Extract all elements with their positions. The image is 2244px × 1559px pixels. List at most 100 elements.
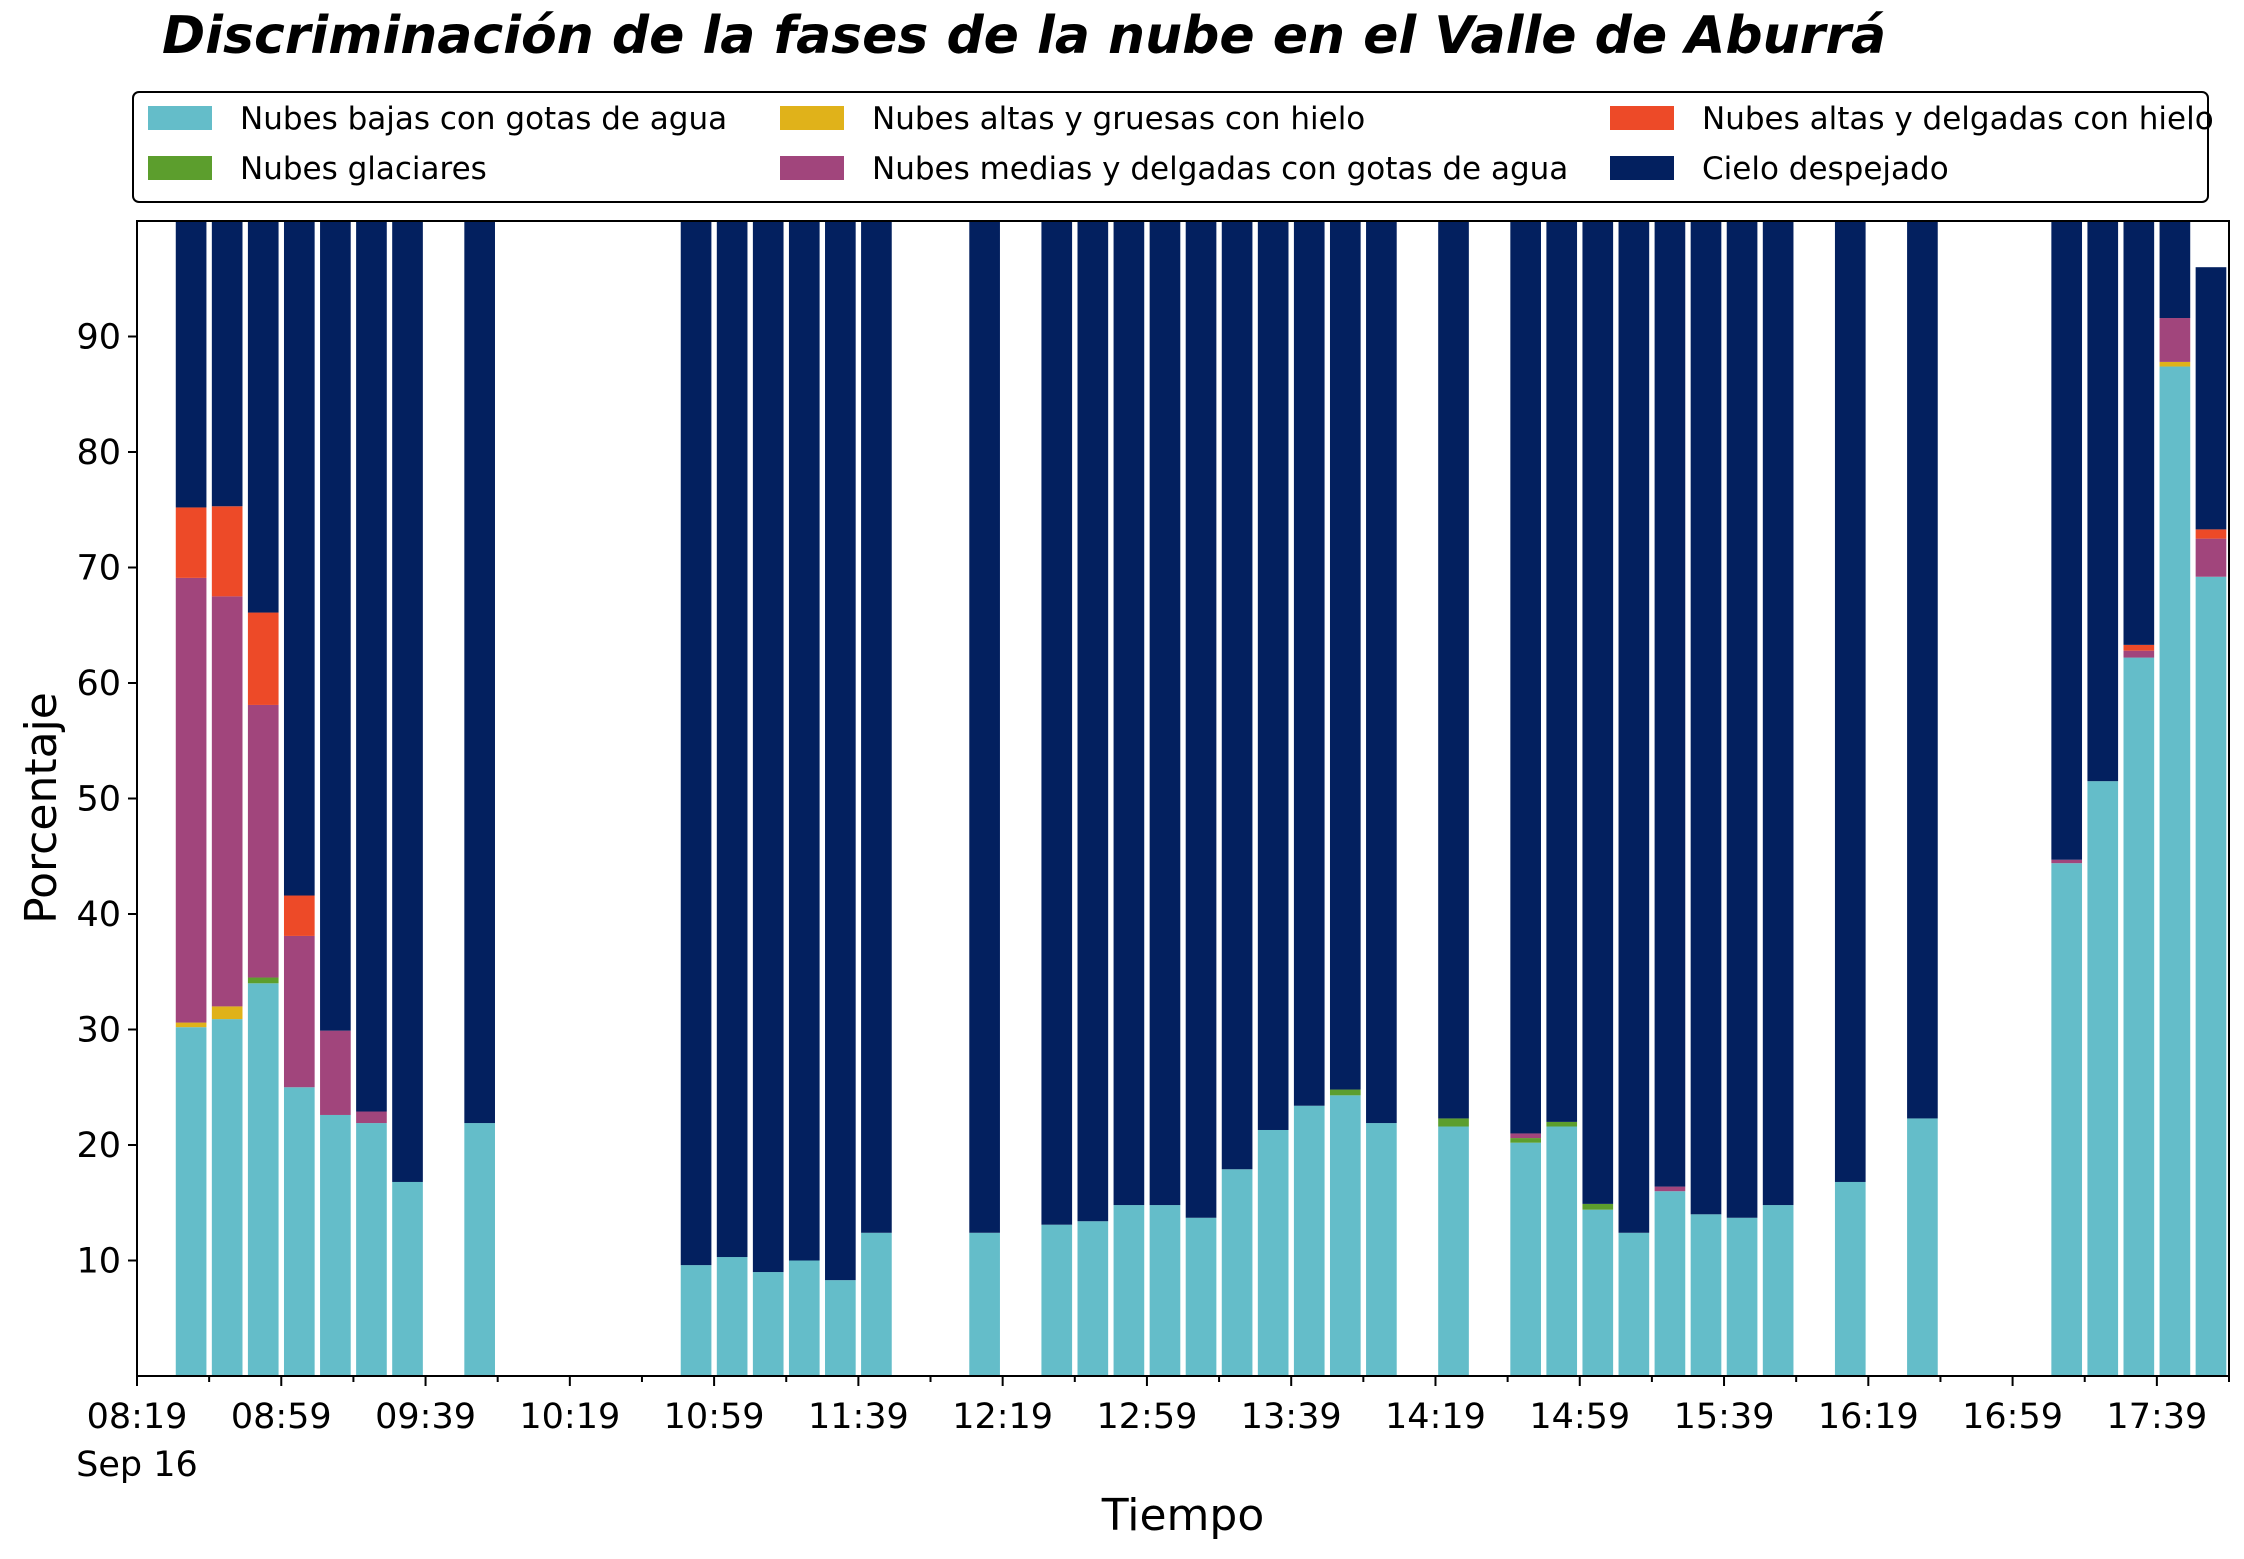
bar-segment-0924-s0: [356, 1123, 387, 1376]
bar-segment-0914-s0: [320, 1114, 351, 1376]
bar-segment-1334-s0: [1257, 1129, 1289, 1376]
bar-segment-0924-s3: [356, 1111, 387, 1124]
bar-segment-0934-s0: [392, 1181, 423, 1376]
bar-segment-1234-s0: [1041, 1224, 1073, 1376]
bar-segment-1444-s5: [1510, 221, 1541, 1134]
bar-segment-1454-s0: [1546, 1126, 1578, 1376]
bar-segment-1354-s5: [1329, 221, 1361, 1090]
bar-segment-1114-s0: [752, 1272, 784, 1376]
bar-segment-1714-s3: [2051, 859, 2083, 864]
bar-segment-1324-s0: [1221, 1169, 1253, 1376]
bar-segment-1504-s0: [1582, 1209, 1614, 1376]
bar-segment-1304-s5: [1149, 221, 1181, 1206]
y-tick-label-20: 20: [76, 1126, 121, 1166]
bar-segment-1124-s0: [788, 1260, 820, 1376]
bar-segment-1424-s0: [1438, 1126, 1469, 1376]
bar-segment-1524-s3: [1654, 1186, 1686, 1192]
legend-swatch-3: [780, 156, 844, 180]
bar-segment-1534-s0: [1690, 1214, 1722, 1376]
bar-segment-0924-s5: [356, 221, 387, 1112]
bar-segment-1254-s0: [1113, 1205, 1145, 1376]
bar-segment-1344-s5: [1293, 221, 1325, 1106]
bar-segment-1354-s1: [1329, 1089, 1361, 1096]
bar-segment-1634-s5: [1907, 221, 1938, 1119]
bar-segment-1314-s0: [1185, 1217, 1217, 1376]
bar-segment-1554-s0: [1762, 1205, 1794, 1376]
bar-segment-1424-s1: [1438, 1118, 1469, 1127]
y-tick-label-50: 50: [76, 780, 121, 820]
bar-segment-0904-s0: [283, 1087, 315, 1376]
bar-segment-1124-s5: [788, 221, 820, 1261]
x-tick-label-1219: 12:19: [952, 1397, 1053, 1437]
y-tick-label-10: 10: [76, 1242, 121, 1282]
bar-segment-1504-s5: [1582, 221, 1614, 1204]
legend: Nubes bajas con gotas de agua Nubes glaci…: [132, 91, 2214, 203]
legend-label-5: Cielo despejado: [1702, 151, 1949, 187]
bar-segment-1354-s0: [1329, 1095, 1361, 1376]
x-tick-label-1739: 17:39: [2106, 1397, 2207, 1437]
bar-segment-1244-s5: [1077, 221, 1109, 1222]
bar-segment-1134-s5: [825, 221, 856, 1281]
bar-segment-0834-s0: [175, 1027, 207, 1376]
bar-segment-1104-s5: [716, 221, 748, 1258]
bar-segment-0904-s4: [283, 895, 315, 936]
bar-segment-0954-s0: [464, 1123, 495, 1376]
bar-segment-1734-s5: [2123, 221, 2155, 645]
x-tick-label-1459: 14:59: [1529, 1397, 1630, 1437]
y-tick-label-80: 80: [76, 433, 121, 473]
bar-segment-1724-s5: [2087, 221, 2119, 782]
bar-segment-1054-s0: [680, 1265, 712, 1376]
bar-segment-1454-s5: [1546, 221, 1578, 1122]
legend-swatch-2: [780, 106, 844, 130]
y-tick-label-70: 70: [76, 549, 121, 589]
bar-segment-1404-s5: [1366, 221, 1397, 1124]
bar-segment-1744-s0: [2159, 366, 2191, 1376]
y-tick-label-40: 40: [76, 895, 121, 935]
bar-segment-1744-s5: [2159, 221, 2191, 319]
bar-segment-0854-s3: [247, 704, 279, 978]
legend-swatch-1: [148, 156, 212, 180]
y-tick-label-60: 60: [76, 664, 121, 704]
bar-segment-0904-s3: [283, 935, 315, 1088]
bar-segment-1214-s0: [969, 1232, 1000, 1376]
bar-segment-1754-s3: [2195, 538, 2227, 577]
bar-segment-0854-s0: [247, 983, 279, 1376]
bar-segment-1614-s0: [1834, 1181, 1866, 1376]
y-axis-label: Porcentaje: [16, 692, 67, 924]
x-tick-label-1619: 16:19: [1818, 1397, 1919, 1437]
bar-segment-1514-s0: [1618, 1232, 1650, 1376]
legend-swatch-4: [1610, 106, 1674, 130]
bar-segment-1234-s5: [1041, 221, 1073, 1225]
legend-swatch-0: [148, 106, 212, 130]
bar-segment-0854-s5: [247, 221, 279, 613]
bar-segment-1744-s3: [2159, 318, 2191, 362]
bar-segment-1524-s0: [1654, 1191, 1686, 1376]
bar-segment-1634-s0: [1907, 1118, 1938, 1376]
bar-segment-1614-s5: [1834, 221, 1866, 1182]
legend-label-0: Nubes bajas con gotas de agua: [240, 101, 727, 137]
bar-segment-1144-s0: [861, 1232, 892, 1376]
x-tick-label-1059: 10:59: [664, 1397, 765, 1437]
bars-layer: [175, 221, 2227, 1376]
x-tick-label-1139: 11:39: [808, 1397, 909, 1437]
chart-title: Discriminación de la fases de la nube en…: [162, 6, 1887, 66]
x-tick-label-1659: 16:59: [1962, 1397, 2063, 1437]
bar-segment-0834-s4: [175, 507, 207, 578]
bar-segment-0844-s5: [211, 221, 243, 507]
bar-segment-0834-s2: [175, 1022, 207, 1028]
x-axis-label: Tiempo: [1101, 1490, 1265, 1541]
bar-segment-0834-s3: [175, 577, 207, 1023]
bar-segment-0844-s0: [211, 1019, 243, 1376]
x-tick-label-0939: 09:39: [375, 1397, 476, 1437]
bar-segment-1734-s0: [2123, 657, 2155, 1376]
bar-segment-1304-s0: [1149, 1205, 1181, 1376]
bar-segment-1244-s0: [1077, 1221, 1109, 1376]
bar-segment-1444-s0: [1510, 1142, 1541, 1376]
bar-segment-1444-s1: [1510, 1138, 1541, 1143]
bar-segment-1514-s5: [1618, 221, 1650, 1233]
bar-segment-0844-s3: [211, 596, 243, 1007]
bar-segment-0844-s4: [211, 506, 243, 597]
bar-segment-0834-s5: [175, 221, 207, 508]
bar-segment-1404-s0: [1366, 1123, 1397, 1376]
